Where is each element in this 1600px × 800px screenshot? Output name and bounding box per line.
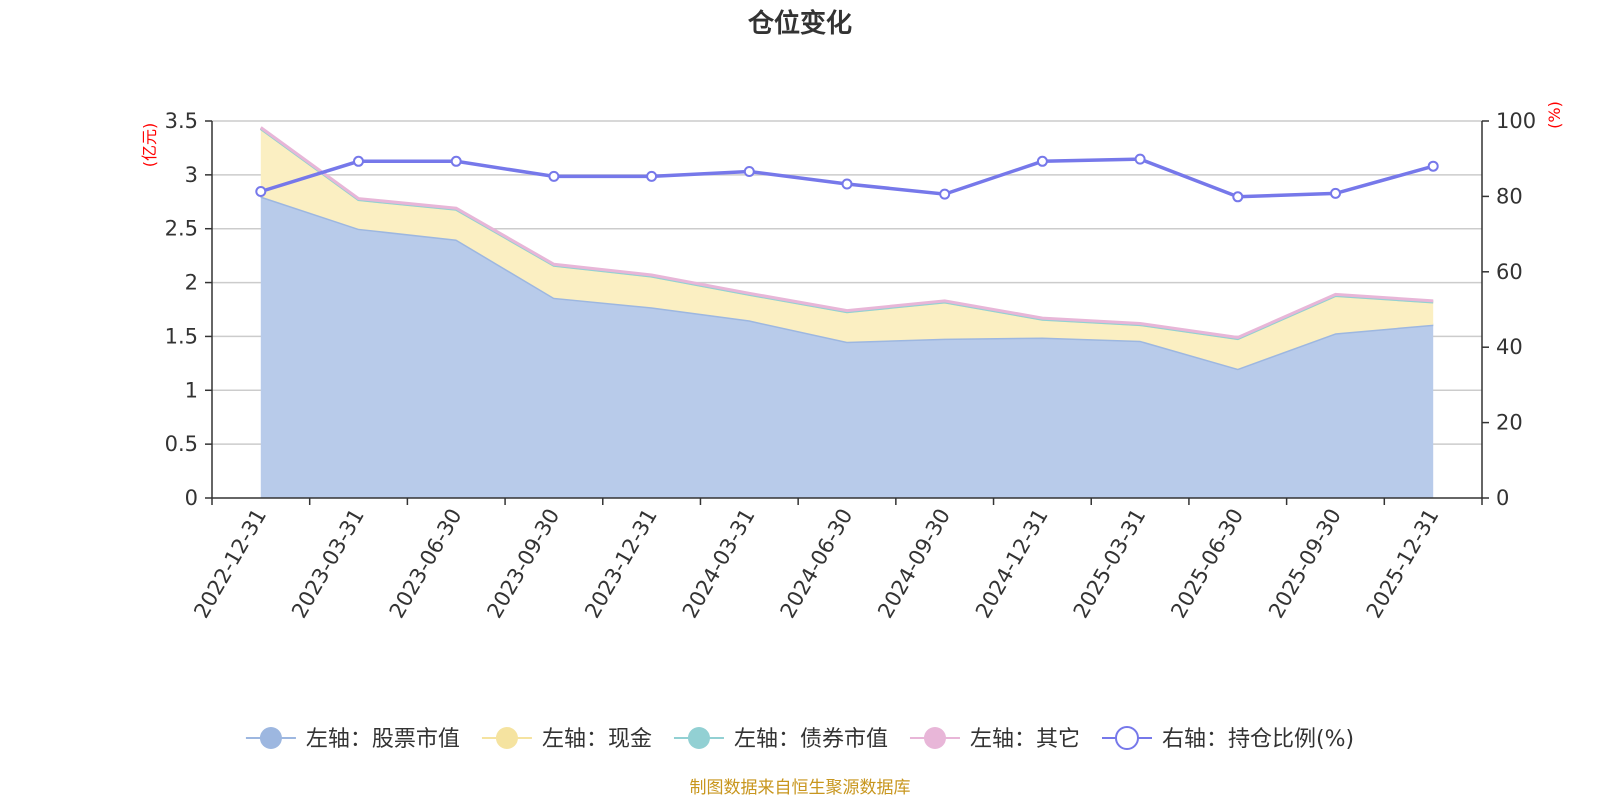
right-tick-label: 40 — [1496, 335, 1523, 359]
right-tick-label: 100 — [1496, 109, 1536, 133]
legend-label-0: 左轴：股票市值 — [306, 727, 460, 752]
x-tick-label: 2024-12-31 — [971, 505, 1053, 623]
right-tick-label: 0 — [1496, 486, 1509, 510]
x-tick-label: 2023-12-31 — [580, 505, 662, 623]
right-axis-ticks: 0 20 40 60 80 100 — [1482, 109, 1536, 510]
legend-marker-0 — [259, 727, 282, 749]
left-tick-label: 0.5 — [165, 432, 198, 456]
legend-label-3: 左轴：其它 — [970, 727, 1080, 752]
position-ratio-point — [548, 170, 560, 182]
area-line-3 — [259, 126, 1434, 340]
legend-label-1: 左轴：现金 — [542, 727, 652, 752]
legend-label-4: 右轴：持仓比例(%) — [1162, 727, 1354, 752]
position-ratio-point — [1134, 153, 1146, 165]
x-tick-label: 2023-06-30 — [385, 505, 467, 623]
legend-marker-2 — [687, 727, 710, 749]
axes — [211, 121, 1483, 499]
left-tick-label: 2.5 — [165, 217, 198, 241]
right-tick-label: 20 — [1496, 411, 1523, 435]
x-tick-label: 2025-06-30 — [1166, 505, 1248, 623]
left-tick-label: 1.5 — [165, 324, 198, 348]
x-axis-ticks: 2022-12-31 2023-03-31 2023-06-30 2023-09-30… — [189, 498, 1483, 623]
position-ratio-point — [1427, 160, 1439, 172]
area-0 — [260, 196, 1434, 498]
area-series — [259, 126, 1434, 498]
right-tick-label: 60 — [1496, 260, 1523, 284]
x-tick-label: 2024-03-31 — [678, 505, 760, 623]
position-ratio-point — [353, 155, 364, 167]
left-axis-unit: (亿元) — [140, 123, 159, 168]
x-tick-label: 2025-03-31 — [1069, 505, 1151, 623]
x-tick-label: 2025-09-30 — [1264, 505, 1346, 623]
x-tick-label: 2024-06-30 — [776, 505, 858, 623]
position-ratio-point — [841, 178, 853, 190]
legend-marker-1 — [495, 727, 518, 749]
right-axis-unit: (%) — [1545, 101, 1564, 129]
legend-marker-3 — [923, 727, 946, 749]
position-ratio-point — [939, 188, 951, 200]
left-tick-label: 2 — [185, 271, 198, 295]
left-axis-ticks: 0 0.5 1 1.5 2 2.5 3 3.5 — [165, 109, 212, 510]
chart-title: 仓位变化 — [747, 8, 852, 39]
position-ratio-point — [450, 155, 462, 167]
area-1 — [260, 128, 1434, 369]
right-tick-label: 80 — [1496, 184, 1523, 208]
left-tick-label: 3.5 — [165, 109, 198, 133]
position-ratio-point — [1232, 191, 1244, 203]
position-ratio-point — [1036, 155, 1048, 167]
position-ratio-line — [260, 157, 1434, 199]
x-tick-label: 2024-09-30 — [873, 505, 955, 623]
x-tick-label: 2025-12-31 — [1362, 505, 1444, 623]
position-ratio-point — [646, 170, 658, 182]
left-tick-label: 0 — [185, 486, 198, 510]
position-ratio-point — [743, 166, 755, 177]
legend-label-2: 左轴：债券市值 — [734, 727, 888, 752]
x-tick-label: 2023-09-30 — [482, 505, 564, 623]
data-source-note: 制图数据来自恒生聚源数据库 — [690, 778, 911, 798]
position-ratio-points — [255, 153, 1439, 203]
legend-marker-4 — [1114, 726, 1139, 750]
line-series — [260, 157, 1434, 199]
left-tick-label: 3 — [185, 163, 198, 187]
x-tick-label: 2023-03-31 — [287, 505, 369, 623]
position-ratio-point — [1330, 187, 1341, 199]
left-tick-label: 1 — [185, 378, 198, 402]
position-ratio-point — [255, 186, 267, 197]
legend: 左轴：股票市值 左轴：现金 左轴：债券市值 左轴：其它 右轴：持仓比例(%) — [245, 726, 1354, 752]
x-tick-label: 2022-12-31 — [189, 505, 271, 623]
